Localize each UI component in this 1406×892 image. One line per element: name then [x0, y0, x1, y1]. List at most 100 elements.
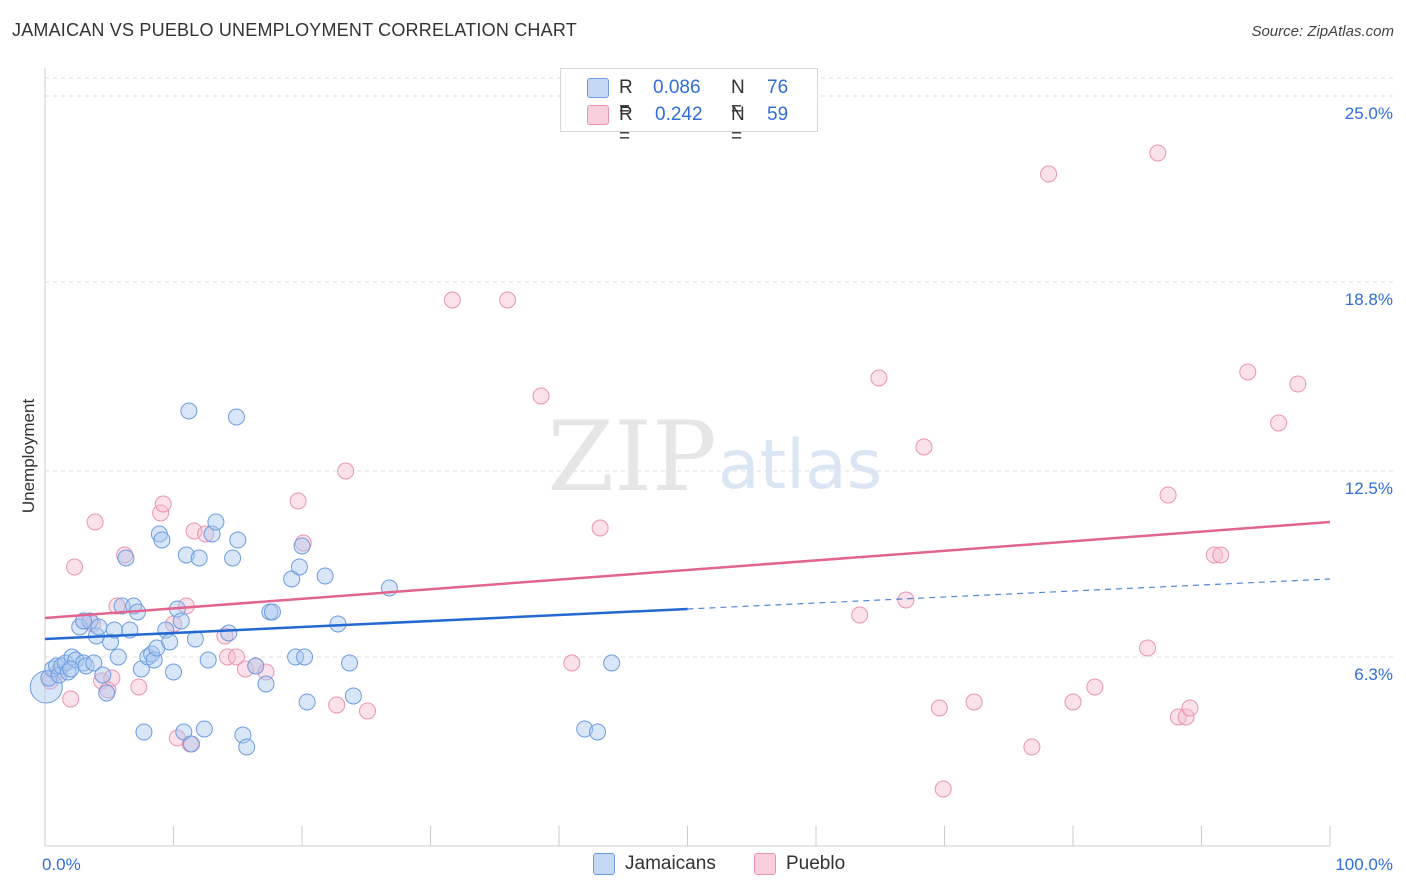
pueblo-point	[257, 663, 275, 681]
jamaicans-point	[94, 666, 112, 684]
jamaicans-point	[603, 654, 621, 672]
jamaicans-point	[75, 612, 93, 630]
pueblo-point	[103, 669, 121, 687]
legend-r-label: R =	[619, 104, 633, 147]
pueblo-point	[965, 693, 983, 711]
pueblo-point	[1139, 639, 1157, 657]
pueblo-point	[897, 591, 915, 609]
jamaicans-point	[90, 618, 108, 636]
jamaicans-point	[81, 612, 99, 630]
pueblo-point	[197, 525, 215, 543]
pueblo-point	[218, 648, 236, 666]
legend-n-value: 59	[767, 104, 789, 125]
jamaicans-point	[153, 531, 171, 549]
jamaicans-point	[224, 549, 242, 567]
jamaicans-point	[296, 648, 314, 666]
pueblo-point	[934, 780, 952, 798]
pueblo-point	[870, 369, 888, 387]
y-tick-label: 18.8%	[1345, 290, 1393, 309]
page-title: JAMAICAN VS PUEBLO UNEMPLOYMENT CORRELAT…	[12, 20, 577, 40]
jamaicans-point	[113, 597, 131, 615]
pueblo-point	[915, 438, 933, 456]
pueblo-point	[443, 291, 461, 309]
jamaicans-point	[229, 531, 247, 549]
pueblo-point	[1181, 699, 1199, 717]
pueblo-point	[130, 678, 148, 696]
jamaicans-point	[180, 402, 198, 420]
jamaicans-legend-label: Jamaicans	[625, 853, 716, 874]
pueblo-point	[337, 462, 355, 480]
jamaicans-trend-extension	[687, 578, 1331, 610]
jamaicans-point	[316, 567, 334, 585]
pueblo-point	[227, 648, 245, 666]
jamaicans-point	[589, 723, 607, 741]
pueblo-point	[328, 696, 346, 714]
legend-r-value: 0.242	[655, 104, 703, 125]
pueblo-point	[1023, 738, 1041, 756]
legend-n-label: N =	[731, 104, 745, 147]
y-tick-label: 12.5%	[1345, 479, 1393, 498]
correlation-legend: R = 0.086 N = 76 R = 0.242 N = 59	[560, 68, 818, 147]
y-tick-label: 25.0%	[1345, 104, 1393, 123]
jamaicans-point	[105, 621, 123, 639]
jamaicans-point	[257, 675, 275, 693]
jamaicans-point	[85, 654, 103, 672]
watermark-zip: ZIP	[547, 401, 716, 513]
pueblo-point	[236, 660, 254, 678]
jamaicans-point	[341, 654, 359, 672]
pueblo-legend-swatch	[754, 853, 776, 875]
pueblo-point	[1086, 678, 1104, 696]
watermark: ZIP atlas	[547, 401, 882, 513]
legend-r-value: 0.086	[653, 77, 701, 98]
jamaicans-point	[220, 624, 238, 642]
legend-n-value: 76	[767, 77, 789, 98]
jamaicans-point	[576, 720, 594, 738]
pueblo-point	[1040, 165, 1058, 183]
x-tick-label: 100.0%	[1335, 855, 1393, 874]
y-tick-label: 6.3%	[1354, 665, 1393, 684]
jamaicans-point	[263, 603, 281, 621]
jamaicans-point	[283, 570, 301, 588]
jamaicans-point	[287, 648, 305, 666]
jamaicans-point	[195, 720, 213, 738]
pueblo-point	[1212, 546, 1230, 564]
jamaicans-point	[161, 633, 179, 651]
trend-layer	[44, 520, 1331, 641]
jamaicans-point	[247, 657, 265, 675]
pueblo-point	[563, 654, 581, 672]
jamaicans-point	[227, 408, 245, 426]
pueblo-legend-label: Pueblo	[786, 853, 846, 874]
pueblo-point	[108, 597, 126, 615]
pueblo-point	[1177, 708, 1195, 726]
jamaicans-point	[165, 663, 182, 681]
pueblo-point	[359, 702, 377, 720]
jamaicans-point	[135, 723, 153, 741]
jamaicans-point	[175, 723, 193, 741]
pueblo-point	[62, 690, 80, 708]
jamaicans-point	[117, 549, 135, 567]
jamaicans-point	[290, 558, 308, 576]
pueblo-swatch	[587, 105, 609, 125]
pueblo-point	[930, 699, 948, 717]
jamaicans-point	[172, 612, 190, 630]
pueblo-point	[1149, 144, 1167, 162]
pueblo-point	[1064, 693, 1082, 711]
jamaicans-legend-swatch	[593, 853, 615, 875]
jamaicans-point	[40, 669, 58, 687]
jamaicans-point	[238, 738, 256, 756]
pueblo-point	[1270, 414, 1288, 432]
jamaicans-point	[199, 651, 217, 669]
pueblo-point	[66, 558, 84, 576]
legend-r-label: R =	[619, 77, 633, 120]
jamaicans-point	[29, 670, 63, 704]
watermark-atlas: atlas	[718, 426, 882, 505]
jamaicans-point	[190, 549, 208, 567]
axis-layer: 6.3% 12.5% 18.8% 25.0% 0.0% 100.0%	[42, 68, 1393, 874]
jamaicans-trend-line	[44, 607, 688, 641]
jamaicans-point	[344, 687, 362, 705]
jamaicans-point	[109, 648, 127, 666]
jamaicans-point	[207, 513, 225, 531]
pueblo-point	[1289, 375, 1307, 393]
pueblo-point	[591, 519, 609, 537]
